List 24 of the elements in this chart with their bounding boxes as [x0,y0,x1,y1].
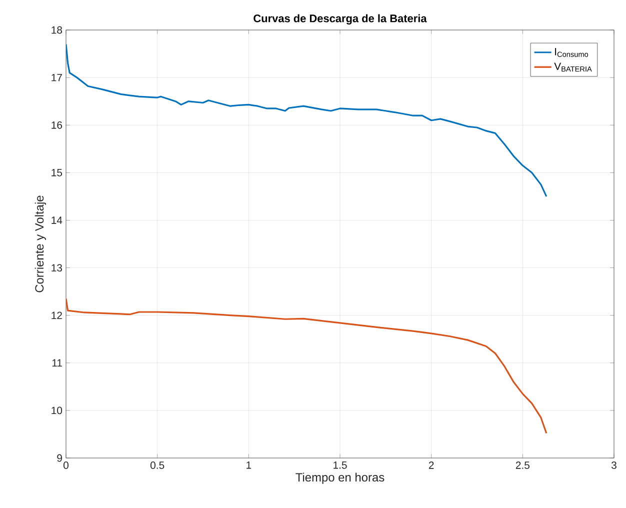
y-tick-label: 9 [57,454,62,462]
x-axis-title: Tiempo en horas [296,472,384,484]
x-tick-label: 0 [63,462,68,469]
x-tick-label: 1.5 [334,462,347,469]
y-tick-label: 13 [52,264,62,272]
y-tick-label: 14 [52,216,62,224]
legend-label: V$_{BATERIA}$ [554,62,592,72]
y-tick-label: 11 [52,359,62,366]
x-tick-label: 0.5 [150,462,164,469]
y-tick-label: 15 [52,169,62,176]
y-tick-label: 10 [52,406,62,414]
line-series [66,43,548,198]
x-tick-label: 1 [246,462,252,469]
y-tick-label: 18 [52,26,62,34]
y-tick-label: 16 [52,121,62,129]
x-tick-label: 3 [611,462,616,469]
y-axis-title: Corriente y Voltaje [34,196,46,292]
x-tick-label: 2.5 [516,462,530,469]
y-tick-label: 17 [52,74,62,82]
x-tick-label: 2 [428,462,434,469]
chart-title: Curvas de Descarga de la Bateria [254,14,427,24]
y-tick-label: 12 [52,312,62,319]
line-series [66,298,548,434]
legend-label: I$_{Consumo}$ [555,48,588,57]
